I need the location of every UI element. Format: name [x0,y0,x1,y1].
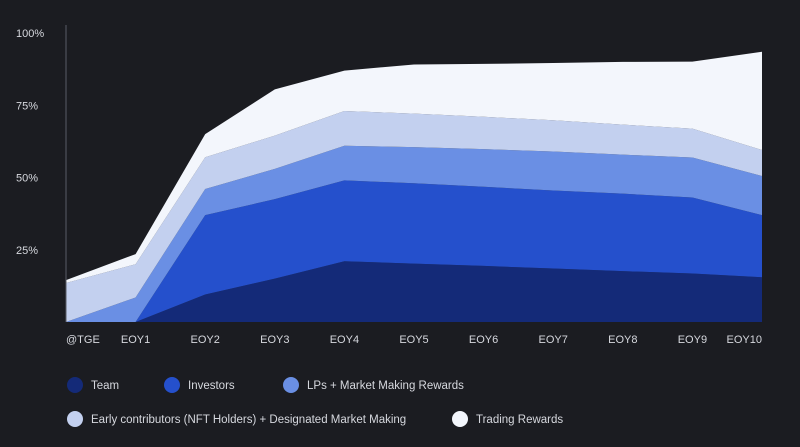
legend-label: Team [91,380,119,392]
legend-swatch [283,377,299,393]
x-tick-label: EOY9 [678,334,707,346]
x-tick-label: EOY3 [260,334,289,346]
x-tick-label: EOY1 [121,334,150,346]
y-axis-ticks: 25% 50% 75% 100% [16,28,44,257]
legend-label: Investors [188,380,235,392]
x-tick-label: EOY8 [608,334,637,346]
area-series-layer [66,51,762,322]
legend-item-investors: Investors [164,377,235,393]
legend-item-early-contributors-nft-holders-designated-market-making: Early contributors (NFT Holders) + Desig… [67,411,406,427]
area-investors [66,180,762,322]
y-tick-label: 75% [16,100,38,112]
legend-swatch [67,377,83,393]
legend-label: LPs + Market Making Rewards [307,380,464,392]
x-tick-label: EOY7 [539,334,568,346]
y-tick-label: 50% [16,173,38,185]
x-tick-label: EOY4 [330,334,359,346]
legend-label: Early contributors (NFT Holders) + Desig… [91,414,406,426]
x-tick-label: EOY10 [727,334,762,346]
y-tick-label: 25% [16,245,38,257]
legend-swatch [452,411,468,427]
area-trading-rewards [66,51,762,283]
x-tick-label: EOY2 [191,334,220,346]
x-tick-label: EOY6 [469,334,498,346]
legend-item-lps-market-making-rewards: LPs + Market Making Rewards [283,377,464,393]
x-axis-ticks: @TGE EOY1 EOY2 EOY3 EOY4 EOY5 EOY6 EOY7 EOY8 EOY9… [66,334,762,346]
x-tick-label: EOY5 [399,334,428,346]
legend-label: Trading Rewards [476,414,563,426]
area-early-contributors-nft-holders-designated-market-making [66,111,762,322]
y-tick-label: 100% [16,28,44,40]
x-tick-label: @TGE [66,334,100,346]
legend-swatch [67,411,83,427]
legend-item-trading-rewards: Trading Rewards [452,411,563,427]
legend-swatch [164,377,180,393]
area-team [66,261,762,322]
legend-item-team: Team [67,377,119,393]
legend: Team Investors LPs + Market Making Rewards… [67,377,563,427]
area-lps-market-making-rewards [66,145,762,322]
